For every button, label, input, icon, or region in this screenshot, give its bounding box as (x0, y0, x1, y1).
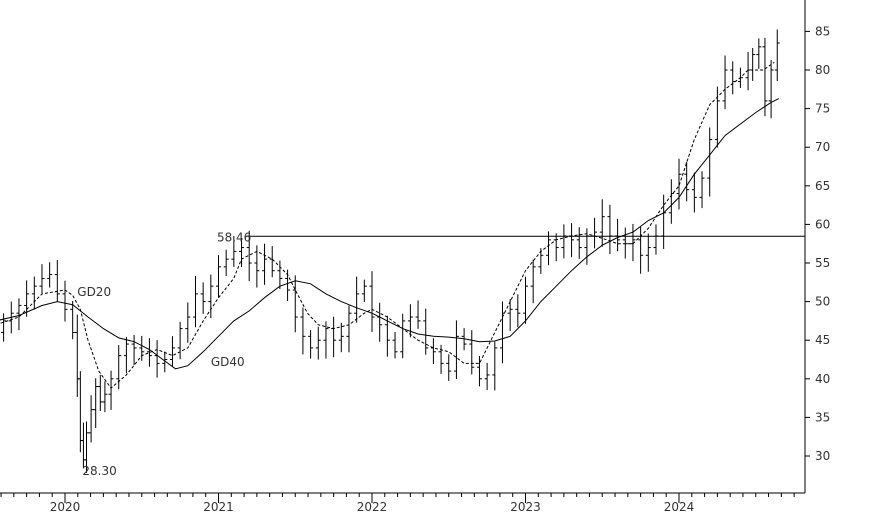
low-price-label: 28.30 (82, 464, 116, 478)
y-tick-label: 65 (815, 179, 830, 193)
y-tick-label: 30 (815, 449, 830, 463)
y-tick-label: 85 (815, 24, 830, 38)
y-tick-label: 80 (815, 63, 830, 77)
gd20-line (0, 61, 775, 389)
gd20-series-label: GD20 (77, 285, 111, 299)
moving-averages (0, 61, 780, 389)
gd40-line (0, 98, 780, 370)
y-tick-label: 50 (815, 295, 830, 309)
x-tick-label: 2020 (50, 500, 81, 514)
y-tick-label: 40 (815, 372, 830, 386)
y-tick-label: 70 (815, 140, 830, 154)
y-tick-label: 55 (815, 256, 830, 270)
y-tick-label: 75 (815, 102, 830, 116)
y-axis: 30 35 40 45 50 55 60 65 70 75 80 85 (804, 0, 830, 493)
y-tick-label: 60 (815, 217, 830, 231)
gd40-series-label: GD40 (211, 355, 245, 369)
x-tick-label: 2023 (510, 500, 541, 514)
x-tick-label: 2022 (357, 500, 388, 514)
y-tick-label: 35 (815, 410, 830, 424)
price-bars (1, 29, 780, 473)
x-axis: 2020 2021 2022 2023 2024 (0, 492, 805, 514)
reference-line-label: 58.46 (217, 230, 251, 244)
x-tick-label: 2024 (664, 500, 695, 514)
x-tick-label: 2021 (203, 500, 234, 514)
y-tick-label: 45 (815, 333, 830, 347)
